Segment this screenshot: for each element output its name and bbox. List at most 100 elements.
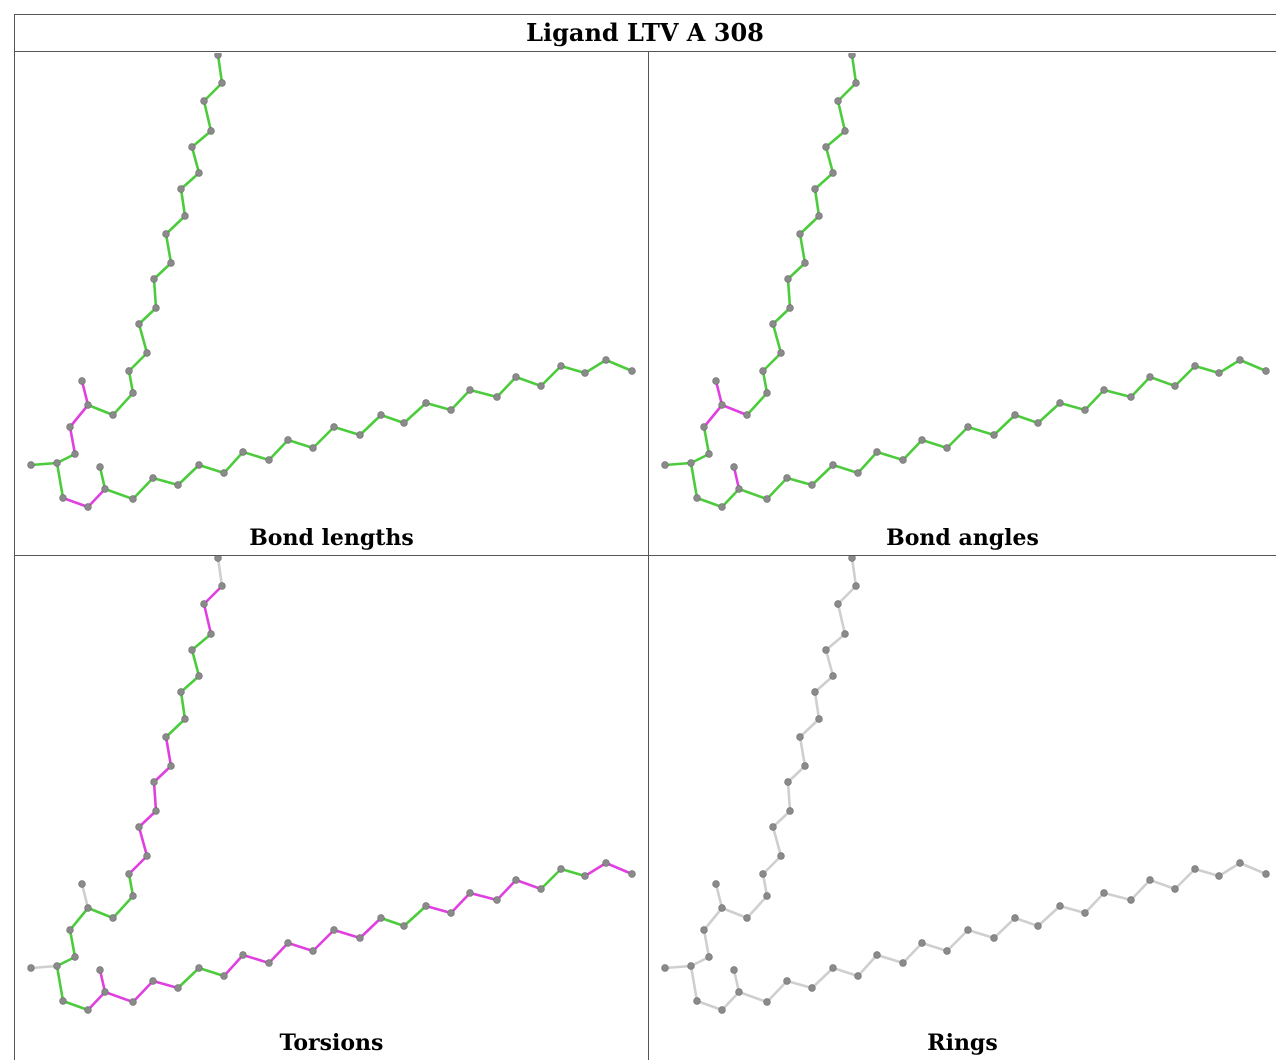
atom xyxy=(109,914,117,922)
bond xyxy=(765,979,789,1004)
bond xyxy=(86,403,115,417)
panel-rings: Rings xyxy=(649,556,1276,1060)
bond xyxy=(1036,401,1062,425)
bond xyxy=(61,496,90,509)
bond xyxy=(559,364,587,375)
atom xyxy=(852,582,860,590)
atom xyxy=(777,349,785,357)
bond xyxy=(1058,401,1087,412)
bond xyxy=(216,53,224,85)
atom xyxy=(84,401,92,409)
bond xyxy=(714,379,724,407)
atom xyxy=(195,964,203,972)
bond xyxy=(836,584,858,606)
atom xyxy=(149,977,157,985)
atom xyxy=(735,485,743,493)
bond xyxy=(190,648,201,678)
bond xyxy=(785,476,814,487)
bond xyxy=(920,438,949,450)
atom xyxy=(214,53,222,59)
atom xyxy=(174,481,182,489)
bond xyxy=(68,928,77,959)
atom xyxy=(1262,870,1270,878)
atom xyxy=(852,79,860,87)
panel-caption: Bond angles xyxy=(886,525,1039,551)
bond xyxy=(720,403,749,417)
atom xyxy=(873,951,881,959)
bond xyxy=(761,854,783,876)
atom xyxy=(786,304,794,312)
atom xyxy=(66,423,74,431)
bond xyxy=(332,928,362,940)
panel-caption: Bond lengths xyxy=(249,525,414,551)
bond xyxy=(152,277,158,310)
bond xyxy=(714,882,724,910)
atom xyxy=(735,988,743,996)
bond xyxy=(1129,878,1152,902)
bond xyxy=(856,450,879,475)
atom xyxy=(177,688,185,696)
atom xyxy=(129,998,137,1006)
atom xyxy=(730,463,738,471)
bond xyxy=(737,487,769,501)
atom xyxy=(177,185,185,193)
atom xyxy=(265,456,273,464)
bond xyxy=(267,941,290,965)
atom xyxy=(1034,419,1042,427)
bond xyxy=(1238,861,1268,876)
atom xyxy=(150,778,158,786)
bond xyxy=(798,717,821,739)
bond xyxy=(197,966,226,978)
bond xyxy=(663,964,693,970)
atom xyxy=(777,852,785,860)
bond xyxy=(468,388,499,399)
bond xyxy=(1013,916,1040,928)
bond xyxy=(1058,904,1087,915)
bond xyxy=(1102,891,1133,902)
atom xyxy=(990,934,998,942)
atom xyxy=(759,870,767,878)
atom xyxy=(150,275,158,283)
bond xyxy=(137,825,149,858)
atom xyxy=(1215,369,1223,377)
atom xyxy=(808,481,816,489)
bond xyxy=(514,878,543,891)
atom xyxy=(27,964,35,972)
atom xyxy=(239,448,247,456)
bond xyxy=(495,878,518,902)
atom xyxy=(1100,889,1108,897)
bond xyxy=(901,438,924,462)
bond xyxy=(61,999,90,1012)
bond xyxy=(222,450,245,475)
atom xyxy=(763,495,771,503)
bond xyxy=(945,928,970,953)
bond xyxy=(311,928,336,953)
atom xyxy=(815,212,823,220)
atom xyxy=(602,356,610,364)
atom xyxy=(943,947,951,955)
bond xyxy=(836,602,847,636)
bond xyxy=(127,854,149,876)
atom xyxy=(188,143,196,151)
bond xyxy=(179,187,187,218)
bond xyxy=(137,322,149,355)
atom xyxy=(96,463,104,471)
atom xyxy=(1191,362,1199,370)
bond xyxy=(241,953,271,965)
bond xyxy=(86,487,107,509)
bond xyxy=(80,882,90,910)
atom xyxy=(718,904,726,912)
atom xyxy=(101,485,109,493)
bond xyxy=(222,953,245,978)
atom xyxy=(400,419,408,427)
bond xyxy=(689,964,699,1003)
atom xyxy=(700,926,708,934)
atom xyxy=(537,885,545,893)
atom xyxy=(581,872,589,880)
atom xyxy=(873,448,881,456)
bond xyxy=(875,953,905,965)
bond xyxy=(29,964,59,970)
atom xyxy=(1171,382,1179,390)
bond xyxy=(98,968,107,994)
bond xyxy=(745,894,769,920)
